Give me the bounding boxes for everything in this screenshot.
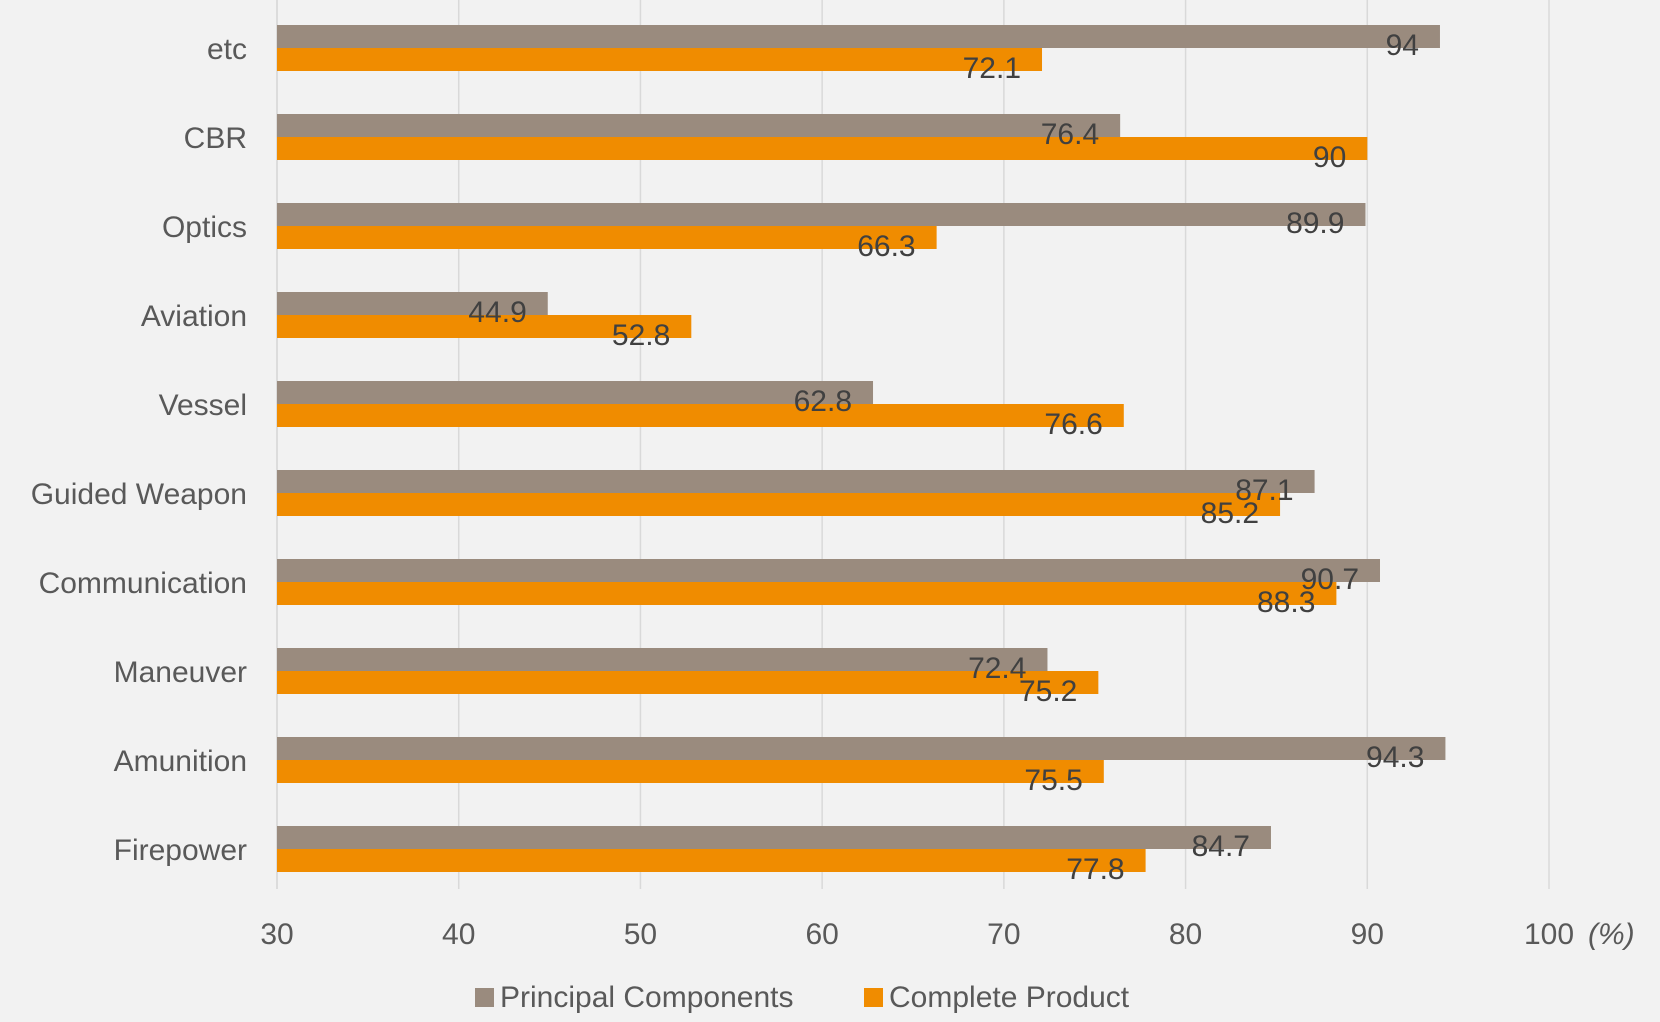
category-label-guided-weapon: Guided Weapon: [31, 478, 247, 511]
category-label-aviation: Aviation: [141, 300, 247, 333]
data-label-principal-components-amunition: 94.3: [1366, 741, 1424, 774]
x-tick-label: 100: [1524, 918, 1574, 951]
category-label-etc: etc: [207, 33, 247, 66]
legend: Principal Components Complete Product: [475, 981, 1130, 1014]
data-label-complete-product-cbr: 90: [1313, 141, 1346, 174]
data-labels: 94 72.1 76.4 90 89.9 66.3 44.9 52.8 62.8 76.6 87.1…: [468, 29, 1424, 886]
data-label-complete-product-guided-weapon: 85.2: [1201, 497, 1259, 530]
legend-label-principal-components: Principal Components: [500, 981, 793, 1014]
bar-complete-product-amunition: [277, 760, 1104, 783]
bar-principal-components-maneuver: [277, 648, 1048, 671]
x-axis-unit: (%): [1588, 918, 1635, 951]
data-label-complete-product-firepower: 77.8: [1066, 853, 1124, 886]
category-label-optics: Optics: [162, 211, 247, 244]
x-tick-label: 50: [624, 918, 657, 951]
data-label-principal-components-aviation: 44.9: [468, 296, 526, 329]
data-label-complete-product-vessel: 76.6: [1044, 408, 1102, 441]
bar-principal-components-guided-weapon: [277, 470, 1315, 493]
category-label-firepower: Firepower: [114, 834, 247, 867]
data-label-complete-product-maneuver: 75.2: [1019, 675, 1077, 708]
bar-complete-product-communication: [277, 582, 1337, 605]
data-label-complete-product-aviation: 52.8: [612, 319, 670, 352]
data-label-complete-product-communication: 88.3: [1257, 586, 1315, 619]
legend-swatch-principal-components: [475, 988, 494, 1007]
x-tick-label: 40: [442, 918, 475, 951]
x-tick-label: 60: [805, 918, 838, 951]
data-label-complete-product-etc: 72.1: [963, 52, 1021, 85]
bar-complete-product-maneuver: [277, 671, 1099, 694]
legend-swatch-complete-product: [864, 988, 883, 1007]
bar-complete-product-guided-weapon: [277, 493, 1281, 516]
data-label-complete-product-amunition: 75.5: [1024, 764, 1082, 797]
legend-label-complete-product: Complete Product: [889, 981, 1130, 1014]
bar-complete-product-etc: [277, 48, 1043, 71]
data-label-principal-components-etc: 94: [1386, 29, 1419, 62]
x-tick-label: 90: [1351, 918, 1384, 951]
bar-principal-components-vessel: [277, 381, 874, 404]
bars: [277, 25, 1446, 872]
data-label-principal-components-firepower: 84.7: [1192, 830, 1250, 863]
data-label-principal-components-optics: 89.9: [1286, 207, 1344, 240]
category-label-communication: Communication: [39, 567, 247, 600]
bar-complete-product-cbr: [277, 137, 1368, 160]
bar-principal-components-communication: [277, 559, 1381, 582]
x-tick-label: 30: [260, 918, 293, 951]
bar-principal-components-etc: [277, 25, 1440, 48]
category-label-vessel: Vessel: [159, 389, 247, 422]
data-label-complete-product-optics: 66.3: [857, 230, 915, 263]
bar-principal-components-firepower: [277, 826, 1271, 849]
bar-principal-components-optics: [277, 203, 1366, 226]
bar-complete-product-optics: [277, 226, 937, 249]
data-label-principal-components-vessel: 62.8: [794, 385, 852, 418]
data-label-principal-components-communication: 90.7: [1301, 563, 1359, 596]
bar-principal-components-cbr: [277, 114, 1121, 137]
x-tick-label: 80: [1169, 918, 1202, 951]
category-label-amunition: Amunition: [114, 745, 247, 778]
category-labels: etc CBR Optics Aviation Vessel Guided Weapon C…: [31, 33, 247, 867]
data-label-principal-components-guided-weapon: 87.1: [1235, 474, 1293, 507]
bar-principal-components-aviation: [277, 292, 548, 315]
data-label-principal-components-maneuver: 72.4: [968, 652, 1026, 685]
bar-complete-product-aviation: [277, 315, 692, 338]
bar-complete-product-vessel: [277, 404, 1124, 427]
x-tick-label: 70: [987, 918, 1020, 951]
category-label-maneuver: Maneuver: [114, 656, 247, 689]
bar-complete-product-firepower: [277, 849, 1146, 872]
data-label-principal-components-cbr: 76.4: [1041, 118, 1099, 151]
category-label-cbr: CBR: [184, 122, 247, 155]
bar-principal-components-amunition: [277, 737, 1446, 760]
x-axis-ticks: (%) 30 40 50 60 70 80 90 100: [260, 918, 1634, 951]
